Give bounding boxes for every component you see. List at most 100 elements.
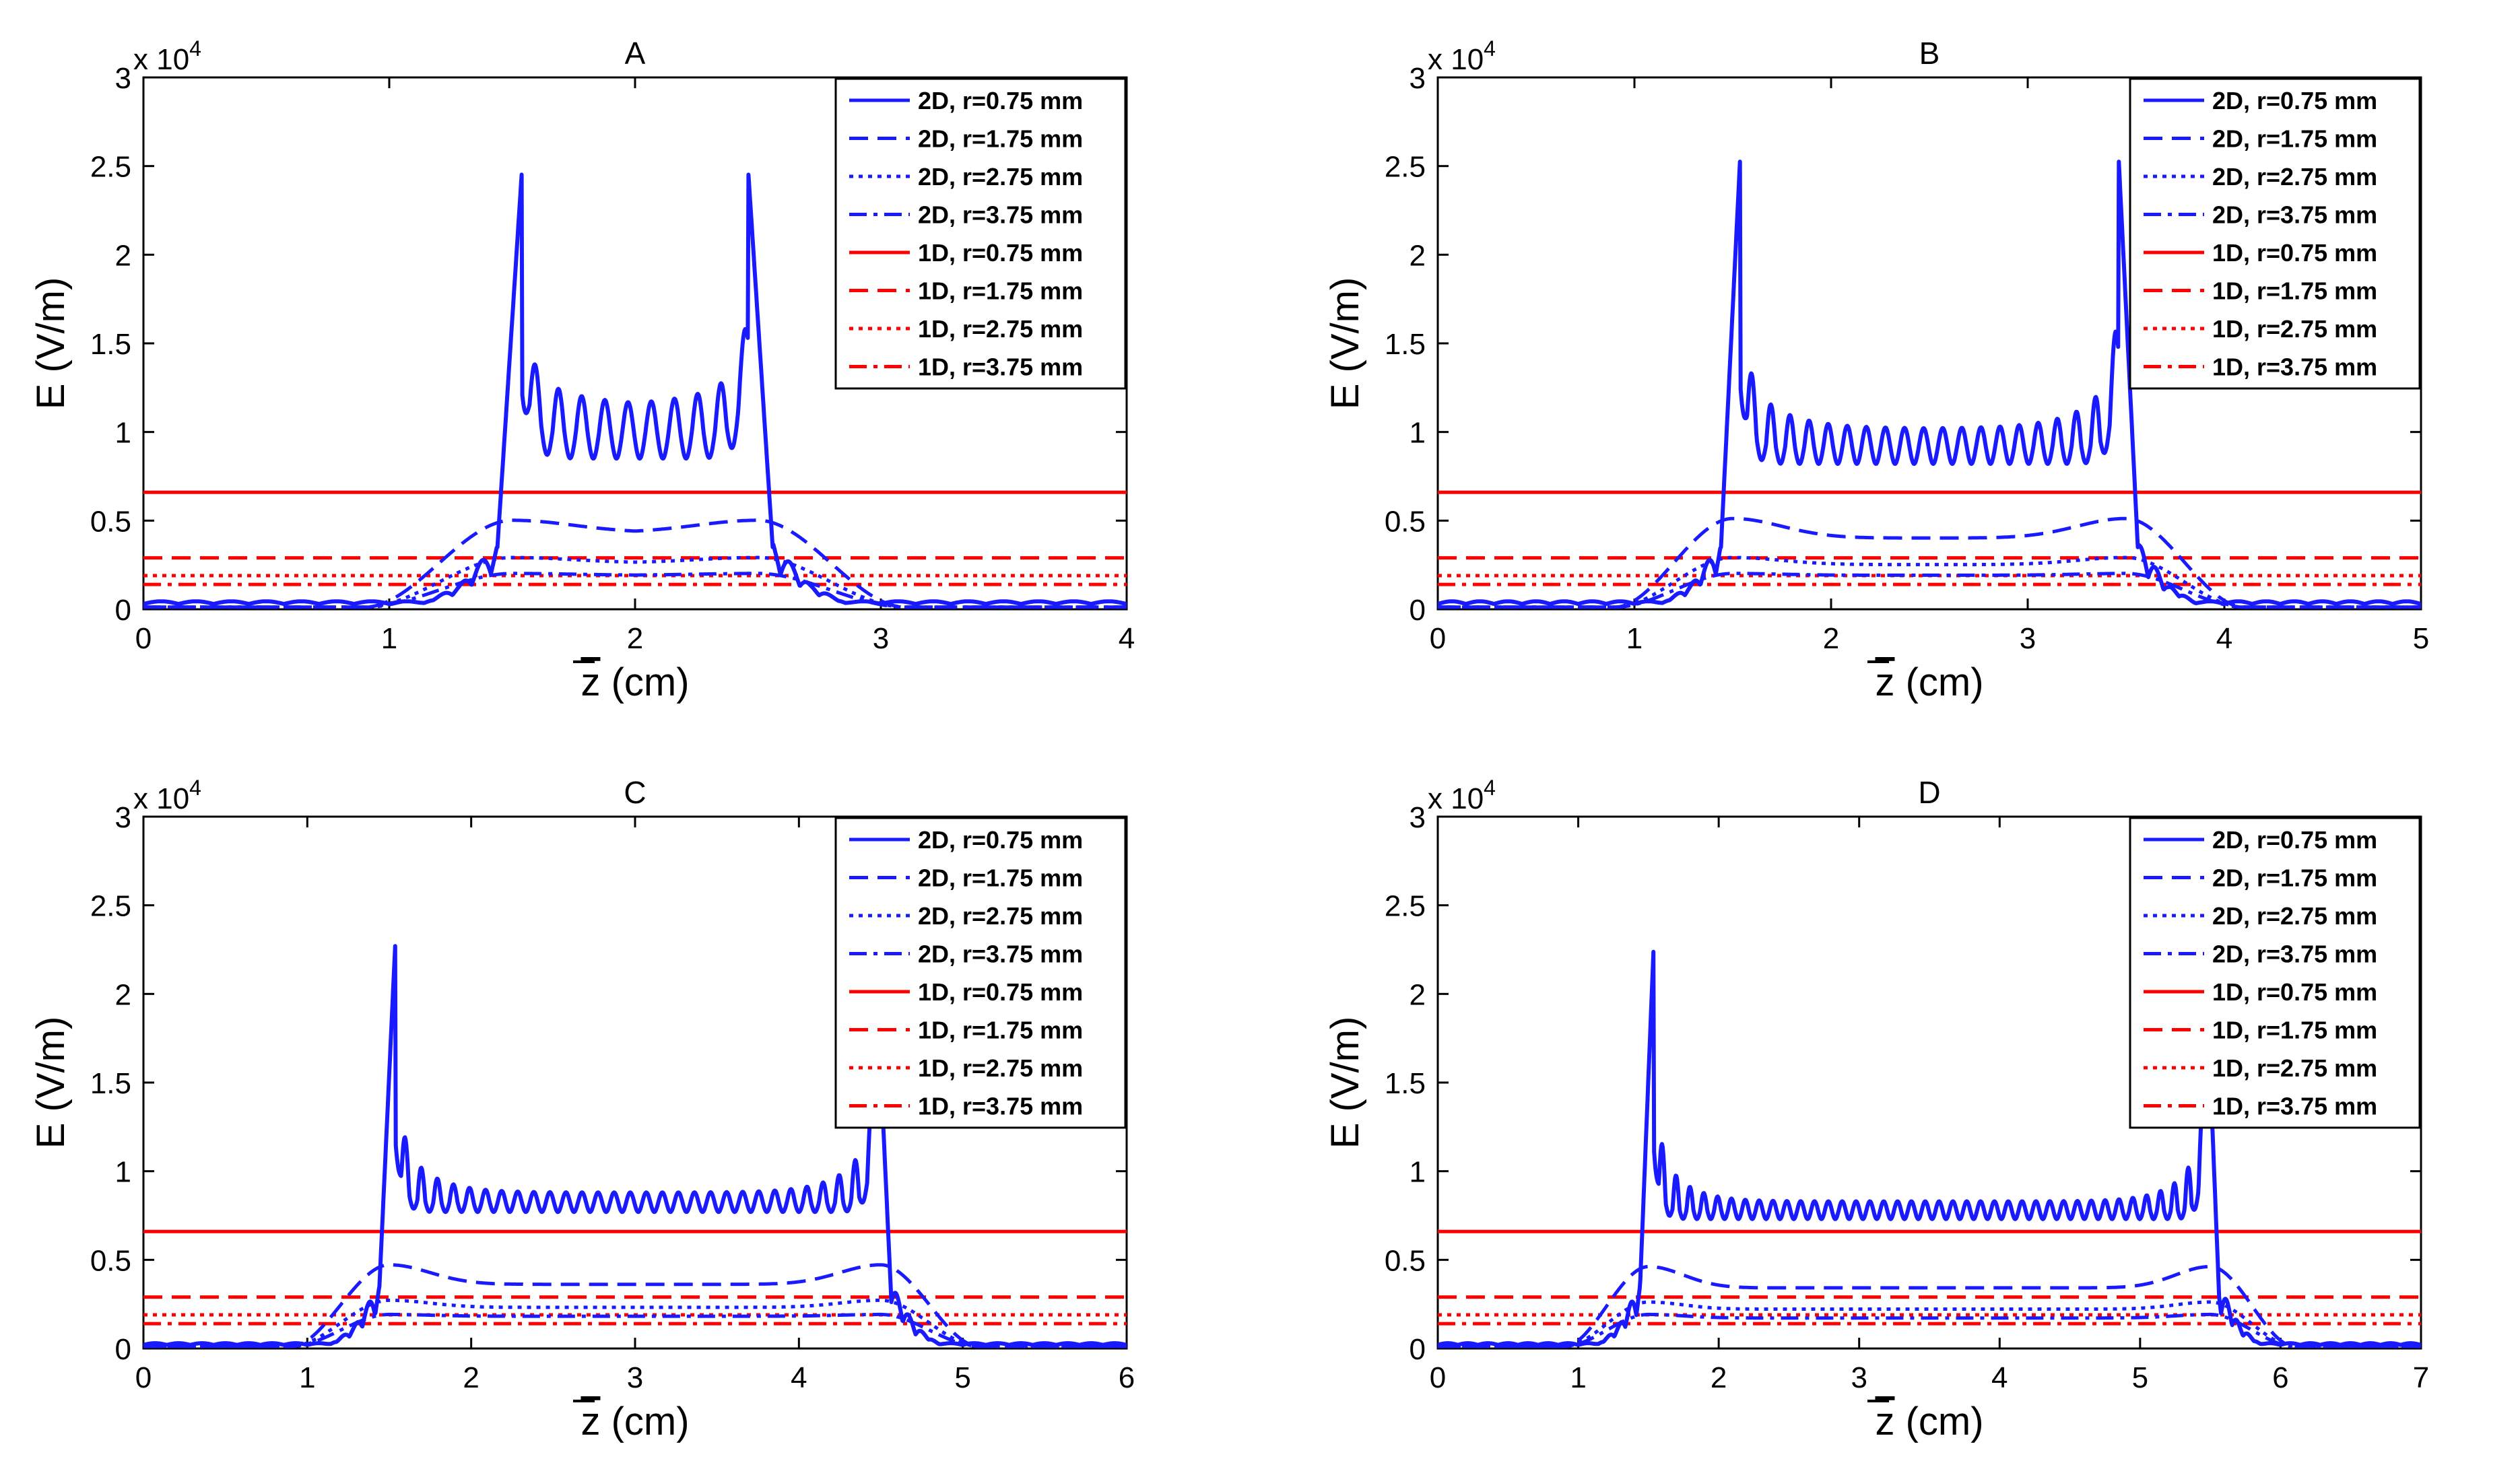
x-tick-label: 7 bbox=[2413, 1361, 2429, 1394]
x-tick-label: 5 bbox=[954, 1361, 970, 1394]
x-axis-label: z (cm) bbox=[1875, 1400, 1983, 1443]
legend-label: 1D, r=3.75 mm bbox=[2212, 1093, 2377, 1120]
y-tick-label: 3 bbox=[1410, 801, 1426, 834]
legend-label: 2D, r=0.75 mm bbox=[918, 87, 1083, 114]
axis-multiplier: x 104 bbox=[133, 776, 201, 815]
legend-label: 1D, r=1.75 mm bbox=[918, 1017, 1083, 1044]
series-line-2d-4 bbox=[143, 572, 1127, 609]
series-line-2d-2 bbox=[143, 518, 1127, 609]
axis-multiplier: x 104 bbox=[133, 36, 201, 76]
y-tick-label: 2.5 bbox=[1385, 151, 1426, 184]
legend-label: 1D, r=2.75 mm bbox=[918, 1054, 1083, 1082]
x-axis-label-symbol: z bbox=[1875, 660, 1894, 704]
series-line-2d-1 bbox=[1438, 160, 2421, 607]
y-tick-label: 2 bbox=[1410, 978, 1426, 1011]
series-line-2d-3 bbox=[143, 1298, 1127, 1348]
legend: 2D, r=0.75 mm 2D, r=1.75 mm 2D, r=2.75 mm 2… bbox=[834, 817, 1127, 1129]
legend: 2D, r=0.75 mm 2D, r=1.75 mm 2D, r=2.75 mm 2… bbox=[2129, 77, 2421, 390]
series-lines bbox=[1438, 160, 2421, 609]
y-tick-label: 1 bbox=[1410, 417, 1426, 450]
legend-label: 2D, r=2.75 mm bbox=[918, 163, 1083, 191]
legend-label: 1D, r=0.75 mm bbox=[2212, 978, 2377, 1006]
x-axis-label-unit: (cm) bbox=[600, 660, 689, 704]
x-tick-label: 5 bbox=[2132, 1361, 2148, 1394]
y-axis-label: E (V/m) bbox=[1323, 1017, 1367, 1149]
legend-box bbox=[834, 77, 1127, 390]
y-tick-label: 0.5 bbox=[90, 1244, 131, 1277]
axis-multiplier-base: x 10 bbox=[1428, 43, 1484, 76]
axis-multiplier-base: x 10 bbox=[1428, 782, 1484, 815]
y-tick-label: 0 bbox=[115, 594, 131, 627]
chart-title: C bbox=[624, 775, 646, 810]
chart-title: B bbox=[1919, 36, 1940, 71]
legend-label: 2D, r=1.75 mm bbox=[2212, 125, 2377, 153]
legend-label: 2D, r=3.75 mm bbox=[918, 201, 1083, 229]
y-tick-label: 3 bbox=[115, 62, 131, 95]
y-tick-label: 1.5 bbox=[90, 1067, 131, 1100]
legend-label: 1D, r=2.75 mm bbox=[918, 315, 1083, 343]
axis-multiplier-base: x 10 bbox=[133, 782, 189, 815]
y-tick-label: 2 bbox=[115, 239, 131, 272]
legend-label: 2D, r=3.75 mm bbox=[2212, 941, 2377, 968]
axis-multiplier-exponent: 4 bbox=[189, 36, 201, 61]
y-tick-label: 0.5 bbox=[1385, 1244, 1426, 1277]
x-axis-label-symbol: z bbox=[581, 660, 600, 704]
x-tick-label: 6 bbox=[2272, 1361, 2288, 1394]
axis-multiplier: x 104 bbox=[1428, 776, 1496, 815]
y-tick-label: 1.5 bbox=[1385, 1067, 1426, 1100]
series-lines bbox=[143, 172, 1127, 609]
y-tick-label: 1 bbox=[115, 1156, 131, 1189]
chart-title: D bbox=[1918, 775, 1940, 810]
series-line-2d-1 bbox=[143, 172, 1127, 607]
legend-label: 1D, r=1.75 mm bbox=[918, 277, 1083, 305]
legend-label: 1D, r=1.75 mm bbox=[2212, 277, 2377, 305]
y-tick-label: 2 bbox=[115, 978, 131, 1011]
x-tick-label: 3 bbox=[1851, 1361, 1867, 1394]
x-tick-label: 1 bbox=[1626, 622, 1643, 655]
x-tick-label: 2 bbox=[627, 622, 643, 655]
chart-title: A bbox=[625, 36, 646, 71]
legend-label: 1D, r=3.75 mm bbox=[918, 353, 1083, 381]
y-tick-label: 0 bbox=[1410, 1333, 1426, 1366]
series-line-2d-2 bbox=[143, 1263, 1127, 1348]
x-tick-label: 6 bbox=[1119, 1361, 1135, 1394]
x-tick-label: 4 bbox=[1991, 1361, 2008, 1394]
x-tick-label: 3 bbox=[2020, 622, 2036, 655]
legend-label: 2D, r=2.75 mm bbox=[2212, 163, 2377, 191]
legend: 2D, r=0.75 mm 2D, r=1.75 mm 2D, r=2.75 mm 2… bbox=[834, 77, 1127, 390]
y-tick-label: 1 bbox=[1410, 1156, 1426, 1189]
x-tick-label: 4 bbox=[791, 1361, 807, 1394]
x-axis-label-unit: (cm) bbox=[600, 1400, 689, 1443]
y-tick-label: 2.5 bbox=[90, 890, 131, 923]
series-line-2d-3 bbox=[1438, 555, 2421, 609]
x-tick-label: 1 bbox=[381, 622, 397, 655]
legend-label: 1D, r=0.75 mm bbox=[918, 978, 1083, 1006]
y-tick-label: 2 bbox=[1410, 239, 1426, 272]
x-tick-label: 2 bbox=[1823, 622, 1839, 655]
x-tick-label: 0 bbox=[135, 1361, 152, 1394]
legend-label: 2D, r=0.75 mm bbox=[918, 826, 1083, 854]
x-tick-label: 1 bbox=[299, 1361, 315, 1394]
x-tick-label: 1 bbox=[1570, 1361, 1586, 1394]
x-tick-label: 0 bbox=[1430, 1361, 1446, 1394]
y-tick-label: 0 bbox=[115, 1333, 131, 1366]
legend-label: 2D, r=1.75 mm bbox=[918, 864, 1083, 892]
legend-label: 2D, r=3.75 mm bbox=[2212, 201, 2377, 229]
x-tick-label: 2 bbox=[1711, 1361, 1727, 1394]
y-tick-label: 0.5 bbox=[90, 505, 131, 538]
axis-multiplier-exponent: 4 bbox=[189, 776, 201, 800]
legend-label: 1D, r=3.75 mm bbox=[2212, 353, 2377, 381]
legend-label: 1D, r=3.75 mm bbox=[918, 1093, 1083, 1120]
y-axis-label: E (V/m) bbox=[29, 277, 73, 410]
y-tick-label: 3 bbox=[1410, 62, 1426, 95]
legend: 2D, r=0.75 mm 2D, r=1.75 mm 2D, r=2.75 mm 2… bbox=[2129, 817, 2421, 1129]
y-axis-label: E (V/m) bbox=[29, 1017, 73, 1149]
x-tick-label: 0 bbox=[135, 622, 152, 655]
series-line-2d-4 bbox=[1438, 572, 2421, 609]
x-tick-label: 4 bbox=[2216, 622, 2232, 655]
series-line-2d-4 bbox=[143, 1312, 1127, 1348]
legend-label: 2D, r=3.75 mm bbox=[918, 941, 1083, 968]
